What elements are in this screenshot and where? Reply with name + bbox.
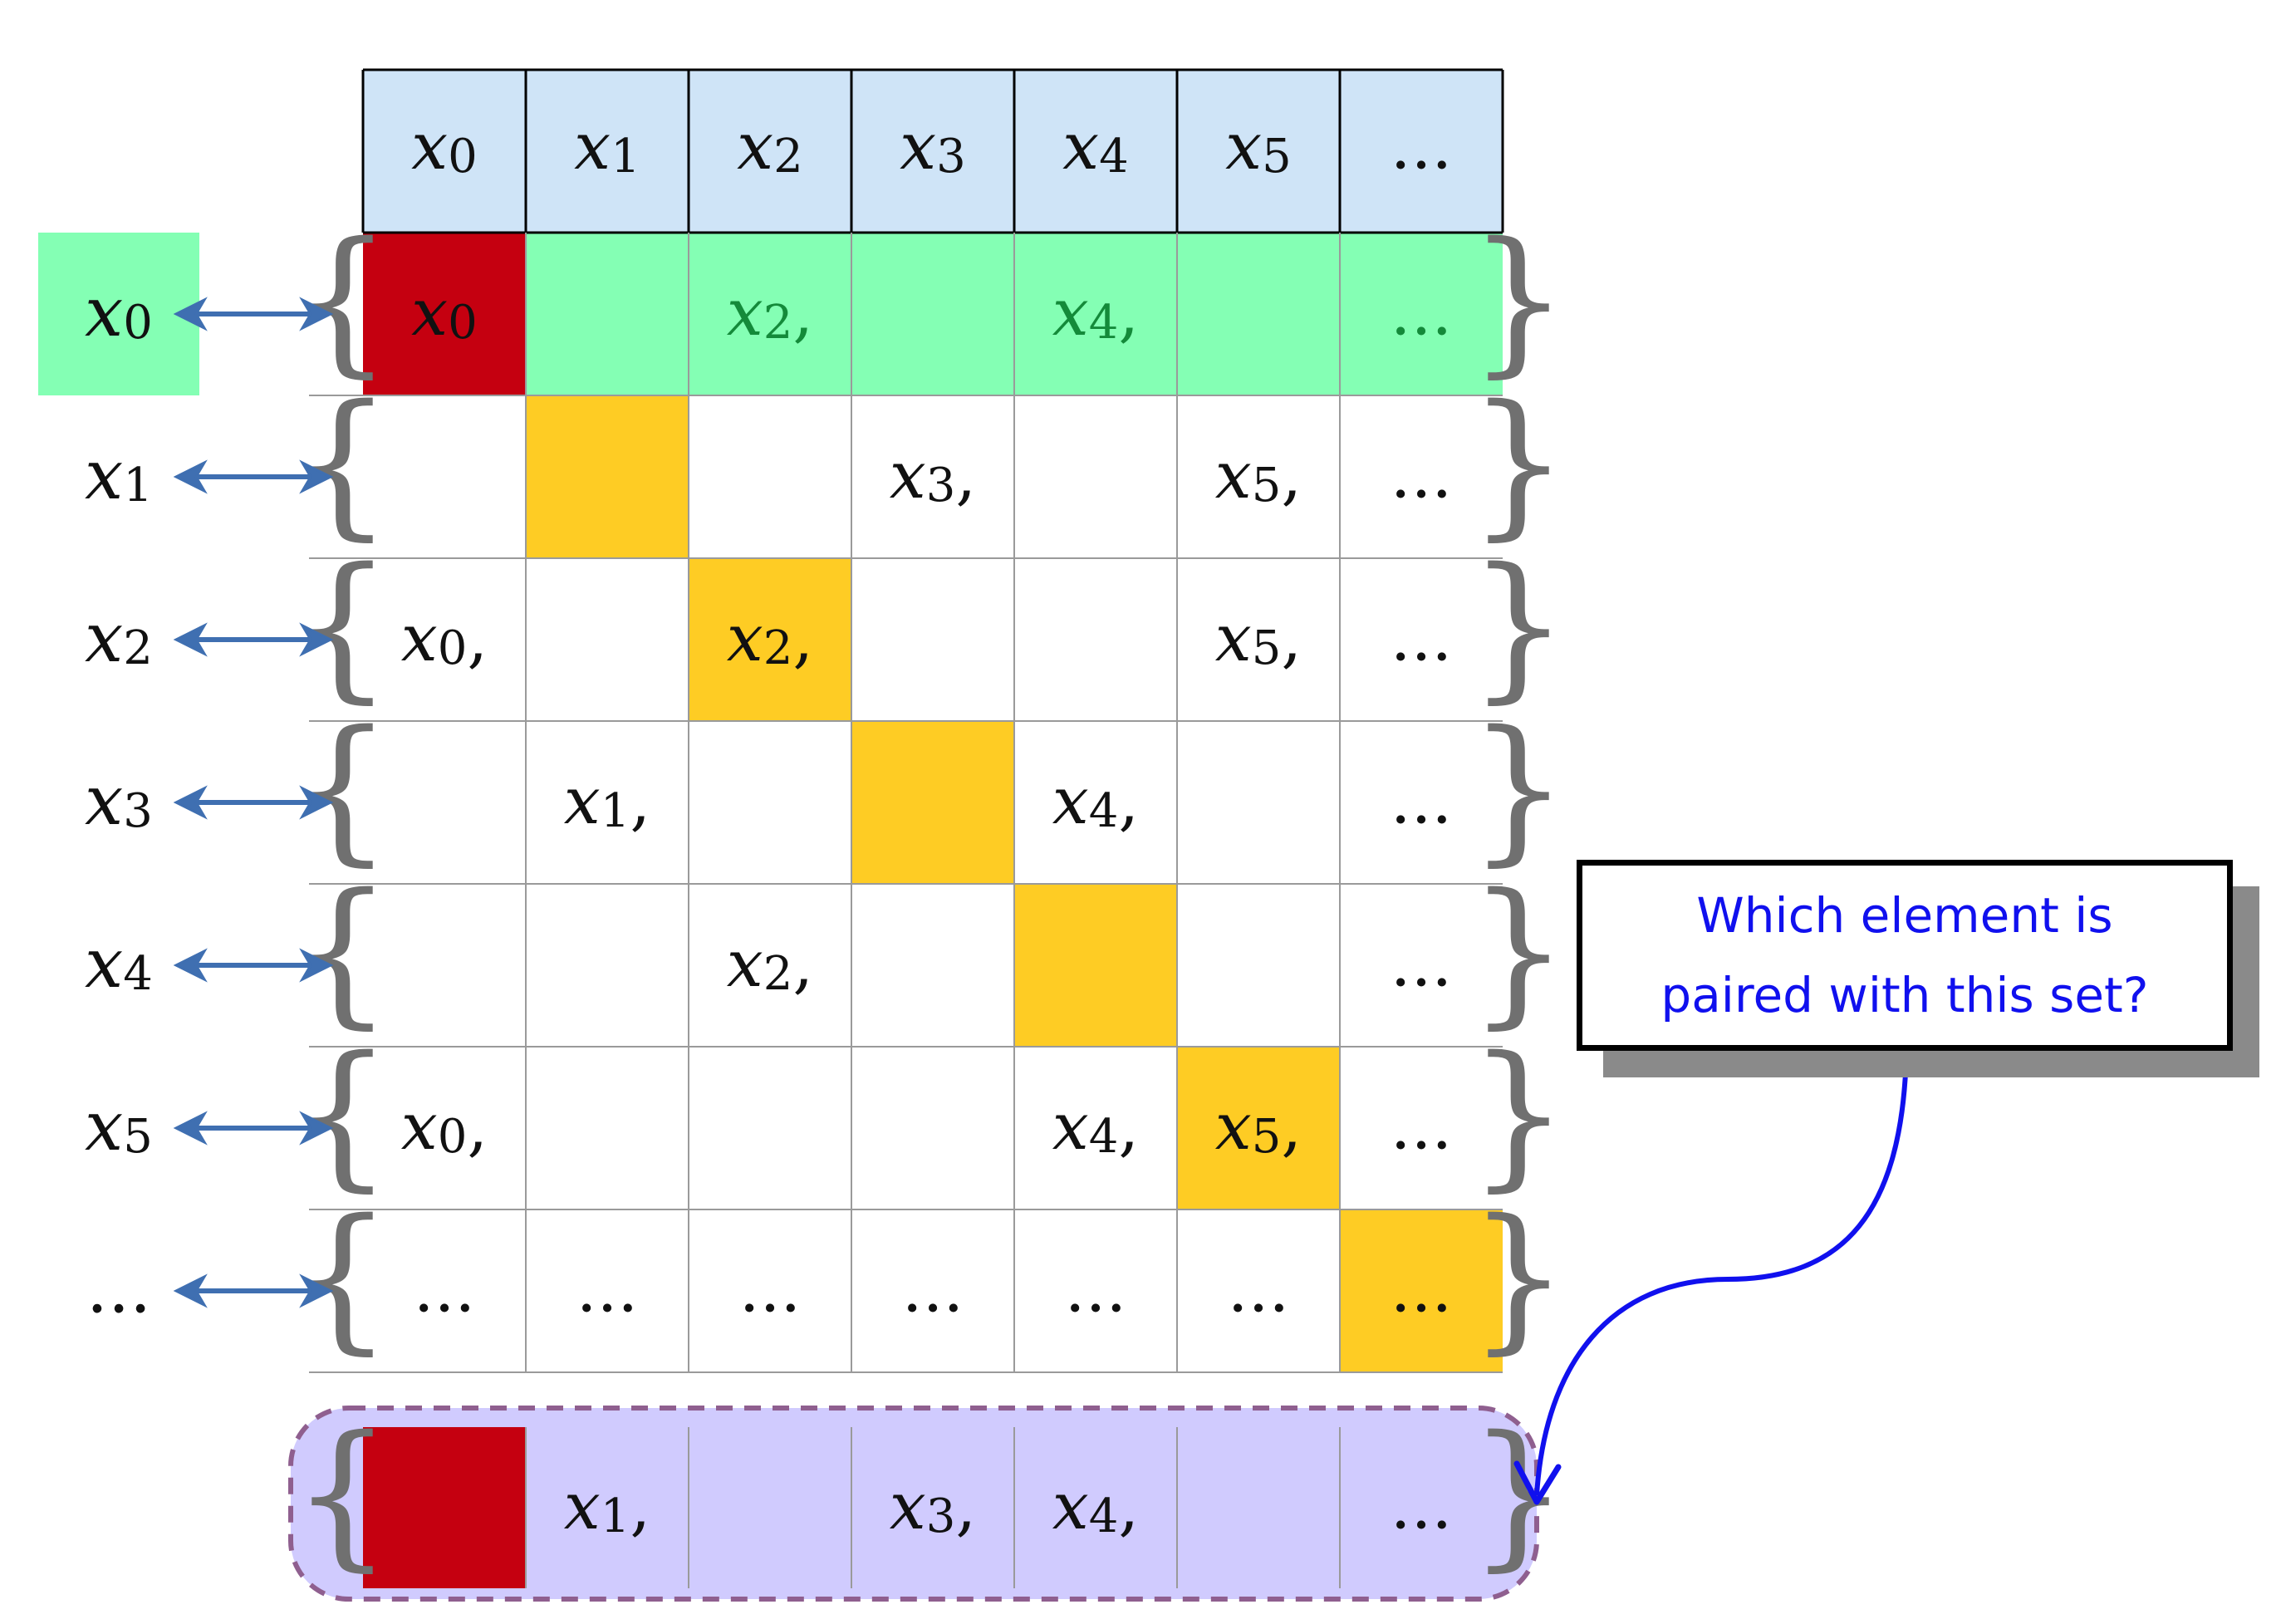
arrow-head-left xyxy=(173,297,208,331)
arrow-head-left xyxy=(173,1273,208,1308)
right-brace: } xyxy=(1469,1023,1569,1206)
right-brace: } xyxy=(1469,209,1569,392)
left-brace: { xyxy=(292,371,393,555)
set-cell-2-6: ... xyxy=(1391,601,1452,676)
set-cell-6-3: ... xyxy=(902,1253,964,1327)
header-cell-0: x0 xyxy=(411,110,478,184)
highlighted-label-background xyxy=(38,233,199,395)
set-cell-0-6: ... xyxy=(1391,276,1452,351)
diagonal-cell-5 xyxy=(1177,1047,1340,1209)
diagonal-cell-1 xyxy=(526,395,689,558)
row-label-0: x0 xyxy=(85,273,153,352)
set-cell-1-5: x5, xyxy=(1215,439,1302,513)
arrow-head-right xyxy=(299,622,334,657)
row-label-5: x5 xyxy=(85,1087,153,1166)
set-cell-2-5: x5, xyxy=(1215,601,1302,676)
set-cell-0-2: x2, xyxy=(727,276,813,351)
row-label-1: x1 xyxy=(85,436,153,515)
right-brace: } xyxy=(1469,860,1569,1043)
arrow-head-left xyxy=(173,622,208,657)
header-cell-5: x5 xyxy=(1225,110,1292,184)
highlighted-row-background xyxy=(363,233,1503,395)
arrow-head-right xyxy=(299,297,334,331)
row-label-2: x2 xyxy=(85,599,153,678)
set-right-brace: } xyxy=(1469,1402,1569,1586)
header-cell-3: x3 xyxy=(900,110,966,184)
header-row-background xyxy=(363,70,1503,233)
arrow-head-right xyxy=(299,1273,334,1308)
right-brace: } xyxy=(1469,1185,1569,1369)
diagonal-cell-2 xyxy=(689,558,851,721)
set-cell-2-2: x2, xyxy=(727,601,813,676)
arrow-head-right xyxy=(299,948,334,983)
set-cell-3-4: x4, xyxy=(1052,764,1139,839)
diagonal-set-cell-3: x3, xyxy=(890,1469,976,1544)
set-cell-6-2: ... xyxy=(739,1253,801,1327)
set-cell-5-5: x5, xyxy=(1215,1090,1302,1165)
set-cell-6-4: ... xyxy=(1065,1253,1126,1327)
diagonal-set-cell-6: ... xyxy=(1391,1469,1452,1544)
set-cell-5-6: ... xyxy=(1391,1090,1452,1165)
left-brace: { xyxy=(292,534,393,718)
set-cell-6-6: ... xyxy=(1391,1253,1452,1327)
left-brace: { xyxy=(292,209,393,392)
callout-line-1: Which element is xyxy=(1696,887,2113,944)
question-callout: Which element is paired with this set? xyxy=(1577,860,2233,1051)
arrow-head-left xyxy=(173,785,208,820)
set-cell-1-6: ... xyxy=(1391,439,1452,513)
set-cell-6-5: ... xyxy=(1228,1253,1289,1327)
arrow-head-left xyxy=(173,948,208,983)
row-label-6: ... xyxy=(86,1250,151,1329)
set-cell-6-1: ... xyxy=(576,1253,638,1327)
set-cell-0-4: x4, xyxy=(1052,276,1139,351)
diagonal-set-cell-1: x1, xyxy=(564,1469,650,1544)
diagonal-cell-3 xyxy=(851,721,1014,884)
arrow-head-right xyxy=(299,459,334,494)
set-left-brace: { xyxy=(292,1402,393,1586)
set-cell-2-0: x0, xyxy=(401,601,488,676)
set-cell-3-1: x1, xyxy=(564,764,650,839)
set-cell-5-0: x0, xyxy=(401,1090,488,1165)
row-label-3: x3 xyxy=(85,762,153,841)
left-brace: { xyxy=(292,1023,393,1206)
callout-line-2: paired with this set? xyxy=(1660,967,2149,1023)
set-cell-4-6: ... xyxy=(1391,927,1452,1002)
diagonal-set-cell-4: x4, xyxy=(1052,1469,1139,1544)
diagonal-set-red-cell xyxy=(363,1427,526,1588)
header-cell-2: x2 xyxy=(737,110,803,184)
set-cell-5-4: x4, xyxy=(1052,1090,1139,1165)
diagonal-cell-0 xyxy=(363,233,526,395)
set-cell-0-0: x0 xyxy=(411,276,478,351)
callout-arrow-head xyxy=(1513,1460,1562,1505)
diagonal-cell-4 xyxy=(1014,884,1177,1047)
left-brace: { xyxy=(292,1185,393,1369)
arrow-head-left xyxy=(173,459,208,494)
header-cell-4: x4 xyxy=(1062,110,1129,184)
arrow-head-right xyxy=(299,1111,334,1146)
left-brace: { xyxy=(292,697,393,881)
header-cell-1: x1 xyxy=(574,110,640,184)
set-cell-3-6: ... xyxy=(1391,764,1452,839)
arrow-head-right xyxy=(299,785,334,820)
set-cell-4-2: x2, xyxy=(727,927,813,1002)
callout-arrow xyxy=(1534,1052,1909,1496)
right-brace: } xyxy=(1469,371,1569,555)
right-brace: } xyxy=(1469,534,1569,718)
left-brace: { xyxy=(292,860,393,1043)
header-cell-6: ... xyxy=(1391,110,1452,184)
right-brace: } xyxy=(1469,697,1569,881)
arrow-head-left xyxy=(173,1111,208,1146)
set-cell-6-0: ... xyxy=(414,1253,475,1327)
row-label-4: x4 xyxy=(85,925,153,1003)
set-cell-1-3: x3, xyxy=(890,439,976,513)
diagonal-cell-6 xyxy=(1340,1209,1503,1372)
